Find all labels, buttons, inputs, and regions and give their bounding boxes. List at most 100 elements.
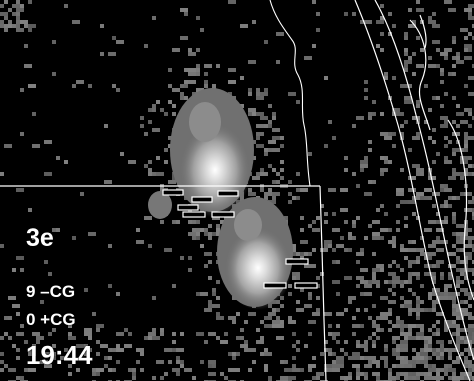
echo-pixel: [392, 244, 396, 248]
echo-pixel: [472, 340, 474, 344]
echo-pixel: [232, 368, 240, 372]
echo-pixel: [304, 304, 312, 308]
echo-pixel: [84, 328, 92, 332]
echo-pixel: [32, 344, 36, 348]
echo-pixel: [404, 280, 408, 284]
echo-pixel: [280, 168, 284, 172]
coastline: [354, 0, 474, 381]
echo-pixel: [440, 240, 448, 244]
echo-pixel: [436, 288, 440, 292]
echo-pixel: [152, 172, 156, 176]
echo-pixel: [468, 376, 472, 380]
echo-pixel: [272, 116, 276, 120]
echo-pixel: [164, 148, 168, 152]
echo-pixel: [388, 240, 392, 244]
echo-pixel: [404, 60, 412, 64]
echo-pixel: [388, 312, 392, 316]
echo-pixel: [308, 320, 316, 324]
echo-pixel: [292, 252, 296, 256]
echo-pixel: [244, 320, 248, 324]
echo-pixel: [420, 236, 424, 240]
echo-pixel: [432, 40, 440, 44]
echo-pixel: [288, 320, 296, 324]
echo-pixel: [232, 296, 236, 300]
echo-pixel: [404, 32, 408, 36]
echo-pixel: [184, 80, 188, 84]
echo-pixel: [208, 224, 212, 228]
echo-pixel: [376, 324, 380, 328]
echo-pixel: [408, 56, 412, 60]
echo-pixel: [196, 48, 200, 52]
echo-pixel: [392, 240, 396, 244]
echo-pixel: [300, 368, 304, 372]
echo-pixel: [400, 340, 408, 344]
echo-pixel: [204, 340, 208, 344]
echo-pixel: [464, 308, 468, 312]
echo-pixel: [92, 312, 96, 316]
echo-pixel: [352, 364, 360, 368]
echo-pixel: [360, 20, 364, 24]
flash-marker: [263, 282, 287, 289]
echo-pixel: [344, 248, 348, 252]
echo-pixel: [184, 12, 188, 16]
echo-pixel: [304, 264, 312, 268]
echo-pixel: [292, 196, 296, 200]
echo-pixel: [16, 16, 20, 20]
echo-pixel: [248, 348, 256, 352]
echo-pixel: [296, 100, 300, 104]
echo-pixel: [448, 264, 456, 268]
echo-pixel: [456, 376, 460, 380]
echo-pixel: [436, 248, 444, 252]
echo-pixel: [288, 292, 292, 296]
echo-pixel: [88, 232, 96, 236]
echo-pixel: [408, 328, 412, 332]
echo-pixel: [336, 360, 344, 364]
echo-pixel: [396, 188, 404, 192]
echo-pixel: [448, 72, 452, 76]
echo-pixel: [256, 328, 260, 332]
echo-pixel: [436, 340, 444, 344]
echo-pixel: [436, 212, 440, 216]
echo-pixel: [412, 372, 416, 376]
echo-pixel: [372, 236, 380, 240]
echo-pixel: [376, 44, 380, 48]
echo-pixel: [388, 160, 392, 164]
echo-pixel: [216, 296, 220, 300]
echo-pixel: [20, 88, 24, 92]
echo-pixel: [268, 104, 272, 108]
echo-pixel: [104, 364, 108, 368]
echo-pixel: [152, 108, 156, 112]
echo-pixel: [184, 96, 188, 100]
echo-pixel: [404, 300, 412, 304]
echo-pixel: [288, 284, 292, 288]
echo-pixel: [416, 324, 424, 328]
echo-pixel: [392, 76, 396, 80]
echo-pixel: [416, 372, 424, 376]
echo-pixel: [372, 324, 376, 328]
echo-pixel: [400, 200, 408, 204]
echo-pixel: [64, 4, 68, 8]
echo-pixel: [456, 240, 460, 244]
echo-pixel: [424, 188, 432, 192]
echo-pixel: [384, 212, 388, 216]
echo-pixel: [188, 232, 196, 236]
echo-pixel: [112, 84, 116, 88]
echo-pixel: [368, 116, 372, 120]
echo-pixel: [456, 52, 460, 56]
echo-pixel: [348, 248, 352, 252]
echo-pixel: [368, 356, 376, 360]
echo-pixel: [308, 292, 312, 296]
echo-pixel: [404, 224, 408, 228]
echo-pixel: [452, 72, 456, 76]
echo-pixel: [432, 128, 436, 132]
cg-flash-markers: [162, 189, 318, 289]
echo-pixel: [408, 24, 412, 28]
echo-pixel: [212, 304, 220, 308]
echo-pixel: [464, 228, 468, 232]
echo-pixel: [32, 332, 40, 336]
echo-pixel: [216, 64, 220, 68]
echo-pixel: [164, 248, 172, 252]
echo-pixel: [452, 320, 456, 324]
echo-pixel: [396, 192, 404, 196]
